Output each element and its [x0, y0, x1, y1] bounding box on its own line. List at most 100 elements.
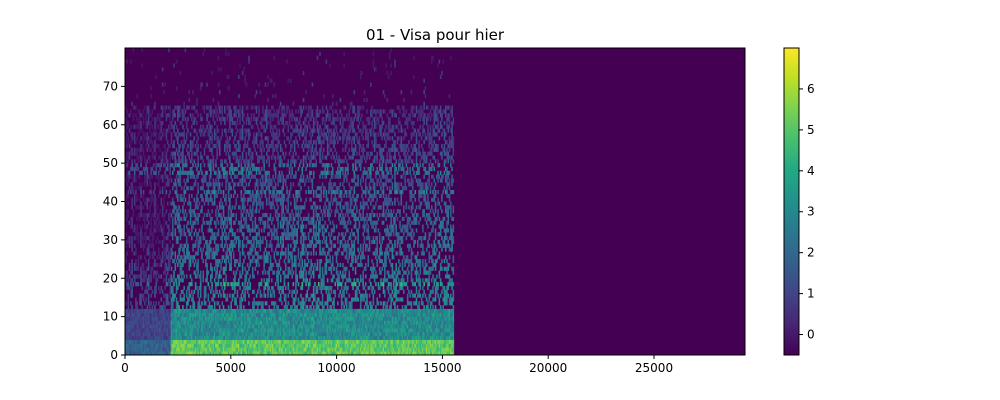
heatmap-cell [155, 143, 158, 149]
heatmap-cell [188, 151, 191, 156]
heatmap-cell [231, 343, 234, 348]
heatmap-cell [136, 335, 138, 340]
heatmap-cell [189, 205, 192, 210]
heatmap-cell [158, 312, 160, 317]
heatmap-cell [168, 259, 170, 264]
heatmap-cell [127, 140, 130, 145]
heatmap-cell [267, 320, 269, 325]
heatmap-cell [287, 124, 290, 129]
heatmap-cell [262, 270, 264, 275]
heatmap-cell [185, 186, 188, 191]
heatmap-cell [271, 105, 273, 110]
heatmap-cell [178, 259, 180, 264]
heatmap-cell [198, 316, 201, 321]
heatmap-cell [193, 305, 196, 310]
heatmap-cell [130, 289, 132, 294]
heatmap-cell [173, 324, 175, 329]
heatmap-cell [144, 224, 146, 229]
heatmap-cell [246, 140, 249, 145]
heatmap-cell [251, 228, 254, 233]
heatmap-cell [198, 128, 201, 133]
heatmap-cell [203, 351, 206, 355]
heatmap-cell [236, 331, 239, 337]
heatmap-cell [264, 282, 267, 287]
heatmap-cell [221, 335, 224, 340]
heatmap-cell [238, 94, 240, 99]
heatmap-cell [249, 247, 251, 252]
heatmap-cell [263, 182, 265, 187]
heatmap-cell [161, 109, 164, 114]
heatmap-cell [281, 205, 283, 210]
heatmap-cell [152, 201, 155, 206]
heatmap-cell [231, 228, 234, 233]
heatmap-cell [232, 331, 235, 337]
heatmap-cell [239, 312, 241, 317]
heatmap-cell [262, 159, 264, 164]
heatmap-cell [201, 324, 203, 329]
heatmap-cell [140, 209, 142, 214]
heatmap-cell [164, 147, 166, 152]
heatmap-cell [226, 324, 229, 329]
heatmap-cell [226, 243, 229, 248]
heatmap-cell [249, 320, 251, 325]
heatmap-cell [131, 224, 133, 229]
heatmap-cell [248, 351, 250, 355]
heatmap-cell [295, 339, 297, 344]
heatmap-cell [206, 312, 208, 317]
heatmap-cell [293, 143, 296, 149]
heatmap-cell [246, 289, 249, 294]
heatmap-cell [174, 182, 177, 187]
heatmap-cell [251, 193, 254, 198]
heatmap-cell [192, 343, 194, 348]
heatmap-cell [191, 308, 193, 314]
heatmap-cell [224, 351, 226, 355]
heatmap-cell [234, 351, 236, 355]
heatmap-cell [151, 140, 154, 145]
heatmap-cell [217, 174, 220, 179]
heatmap-cell [230, 216, 232, 221]
heatmap-cell [159, 343, 161, 348]
heatmap-cell [212, 308, 215, 314]
heatmap-cell [292, 339, 295, 344]
heatmap-cell [145, 285, 147, 291]
heatmap-cell [268, 270, 271, 275]
heatmap-cell [227, 155, 230, 160]
heatmap-cell [259, 197, 262, 202]
heatmap-cell [178, 178, 180, 183]
heatmap-cell [191, 224, 193, 229]
heatmap-cell [170, 132, 173, 137]
heatmap-cell [177, 128, 179, 133]
heatmap-cell [229, 201, 231, 206]
heatmap-cell [207, 305, 210, 310]
heatmap-cell [152, 339, 155, 344]
heatmap-cell [229, 243, 231, 248]
heatmap-cell [178, 282, 180, 287]
heatmap-cell [293, 255, 296, 260]
heatmap-cell [215, 236, 217, 241]
heatmap-cell [268, 305, 271, 310]
heatmap-cell [197, 186, 199, 191]
heatmap-cell [164, 324, 166, 329]
heatmap-cell [154, 331, 156, 337]
heatmap-cell [235, 335, 238, 340]
heatmap-cell [155, 308, 158, 314]
heatmap-cell [284, 216, 287, 221]
heatmap-cell [160, 347, 163, 352]
heatmap-cell [292, 320, 295, 325]
heatmap-cell [165, 243, 168, 248]
heatmap-cell [287, 78, 290, 83]
heatmap-cell [137, 351, 140, 355]
heatmap-cell [130, 151, 132, 156]
heatmap-cell [192, 186, 194, 191]
heatmap-cell [273, 136, 276, 141]
heatmap-cell [288, 236, 291, 241]
heatmap-cell [249, 166, 251, 172]
heatmap-cell [204, 278, 207, 283]
heatmap-cell [293, 351, 296, 355]
heatmap-cell [126, 209, 128, 214]
heatmap-cell [147, 262, 150, 268]
heatmap-cell [151, 166, 154, 172]
heatmap-cell [184, 140, 187, 145]
heatmap-cell [126, 328, 128, 333]
heatmap-cell [151, 151, 154, 156]
